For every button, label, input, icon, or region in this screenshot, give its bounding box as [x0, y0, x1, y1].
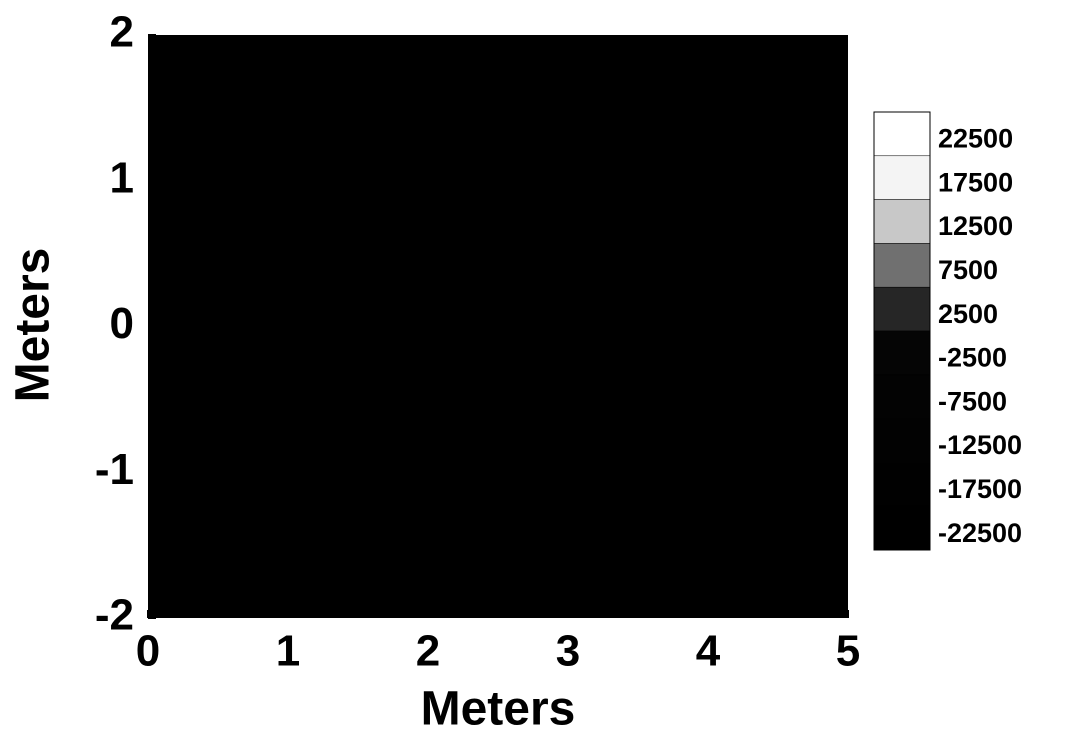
colorbar-band — [873, 330, 931, 376]
colorbar-label: -22500 — [938, 518, 1022, 548]
x-tick-label: 2 — [416, 627, 440, 676]
colorbar-label: -17500 — [938, 474, 1022, 504]
colorbar-label: -12500 — [938, 430, 1022, 460]
y-tick-label: 2 — [110, 8, 134, 57]
colorbar-label: 22500 — [938, 124, 1013, 154]
y-tick-label: 1 — [110, 153, 134, 202]
colorbar-band — [873, 418, 931, 463]
colorbar-band — [873, 199, 931, 244]
colorbar-label: -7500 — [938, 386, 1007, 416]
colorbar-label: -2500 — [938, 343, 1007, 373]
y-tick-label: 0 — [110, 299, 134, 348]
colorbar-band — [873, 111, 931, 157]
x-tick-label: 3 — [556, 627, 580, 676]
colorbar-band — [873, 286, 931, 332]
x-tick-label: 4 — [696, 627, 721, 676]
y-tick-label: -1 — [95, 445, 134, 494]
colorbar-band — [873, 374, 931, 419]
x-tick-label: 5 — [836, 627, 860, 676]
colorbar-band — [873, 462, 931, 507]
colorbar-label: 7500 — [938, 255, 998, 285]
colorbar-label: 2500 — [938, 299, 998, 329]
y-tick-label: -2 — [95, 591, 134, 640]
colorbar-label: 17500 — [938, 167, 1013, 197]
colorbar-frame — [873, 111, 931, 551]
x-tick-label: 1 — [276, 627, 300, 676]
colorbar-band — [873, 505, 931, 551]
colorbar-band — [873, 155, 931, 200]
colorbar-label: 12500 — [938, 211, 1013, 241]
plot-area — [148, 35, 848, 618]
colorbar-band — [873, 243, 931, 288]
y-axis-label: Meters — [7, 248, 60, 403]
x-axis-label: Meters — [421, 683, 576, 736]
x-tick-label: 0 — [136, 627, 160, 676]
